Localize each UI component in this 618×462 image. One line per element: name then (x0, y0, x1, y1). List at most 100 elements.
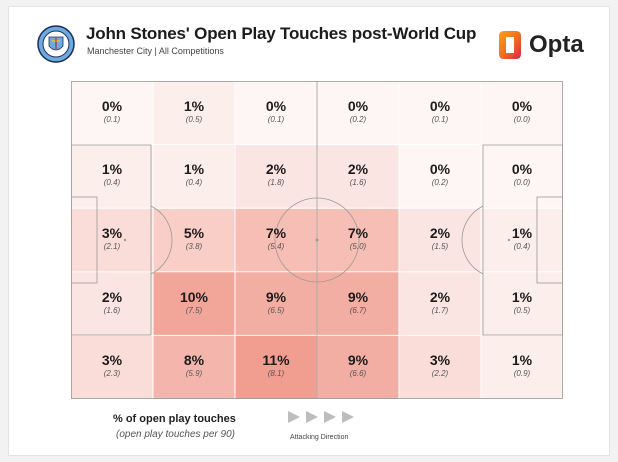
left-penalty-spot (123, 238, 127, 242)
cell-label: 10% (7.5) (164, 289, 224, 316)
center-spot (315, 238, 319, 242)
heatmap-cell (71, 271, 153, 336)
cell-percentage: 2% (347, 161, 369, 178)
cell-per90: (0.9) (513, 369, 531, 379)
cell-per90: (2.1) (103, 242, 121, 251)
cell-percentage: 8% (183, 352, 205, 369)
cell-per90: (2.2) (431, 369, 449, 379)
brand-wordmark: Opta (529, 31, 584, 58)
heatmap-cell (153, 81, 235, 145)
cell-per90: (6.7) (349, 305, 367, 315)
cell-label: 0% (0.2) (410, 161, 470, 188)
heatmap-cell (153, 271, 235, 336)
cell-per90: (7.5) (185, 305, 203, 315)
cell-label: 3% (2.3) (82, 352, 142, 379)
cell-percentage: 11% (262, 352, 290, 369)
cell-per90: (0.1) (267, 114, 285, 124)
cell-percentage: 9% (347, 352, 369, 369)
cell-label: 1% (0.5) (164, 98, 224, 125)
cell-per90: (0.4) (513, 242, 531, 251)
heatmap-cell (235, 144, 317, 209)
cell-per90: (6.5) (267, 305, 285, 315)
cell-label: 1% (0.4) (82, 161, 142, 188)
cell-per90: (0.0) (513, 178, 531, 188)
cell-label: 8% (5.9) (164, 352, 224, 379)
attacking-direction-arrows-icon (288, 411, 354, 423)
cell-percentage: 1% (183, 97, 205, 114)
right-penalty-box (482, 144, 563, 336)
cell-percentage: 0% (429, 97, 451, 114)
left-penalty-arc (150, 205, 173, 275)
heatmap-cell (153, 208, 235, 272)
cell-percentage: 3% (101, 225, 123, 241)
cell-label: 2% (1.5) (410, 225, 470, 252)
cell-percentage: 0% (511, 161, 533, 178)
right-penalty-arc (461, 205, 484, 275)
cell-label: 9% (6.6) (328, 352, 388, 379)
cell-per90: (5.0) (349, 242, 367, 251)
cell-per90: (8.1) (267, 369, 285, 379)
cell-per90: (1.6) (349, 178, 367, 188)
heatmap-cell (71, 81, 153, 145)
cell-label: 2% (1.6) (328, 161, 388, 188)
heatmap-cell (317, 271, 399, 336)
cell-per90: (2.3) (103, 369, 121, 379)
cell-per90: (0.4) (185, 178, 203, 188)
heatmap-cell (481, 271, 563, 336)
right-six-yard-box (536, 196, 563, 284)
chart-card: John Stones' Open Play Touches post-Worl… (8, 6, 610, 456)
cell-percentage: 2% (265, 161, 287, 178)
cell-per90: (6.6) (349, 369, 367, 379)
cell-label: 7% (5.4) (246, 225, 306, 252)
left-six-yard-box (71, 196, 98, 284)
heatmap-cell (399, 81, 481, 145)
heatmap-cell (399, 271, 481, 336)
center-circle (274, 197, 360, 283)
cell-per90: (0.0) (513, 114, 531, 124)
cell-label: 9% (6.5) (246, 289, 306, 316)
cell-label: 3% (2.2) (410, 352, 470, 379)
cell-percentage: 7% (347, 225, 369, 241)
cell-percentage: 0% (511, 97, 533, 114)
cell-percentage: 1% (183, 161, 205, 178)
heatmap-cell (71, 335, 153, 399)
cell-per90: (0.1) (103, 114, 121, 124)
cell-percentage: 0% (265, 97, 287, 114)
heatmap-cell (399, 335, 481, 399)
cell-label: 1% (0.9) (492, 352, 552, 379)
cell-per90: (5.4) (267, 242, 285, 251)
cell-per90: (0.5) (185, 114, 203, 124)
cell-label: 2% (1.8) (246, 161, 306, 188)
manchester-city-crest-icon (37, 25, 75, 63)
cell-per90: (0.4) (103, 178, 121, 188)
heatmap-cell (71, 144, 153, 209)
cell-percentage: 5% (183, 225, 205, 241)
heatmap-cell (317, 335, 399, 399)
cell-label: 5% (3.8) (164, 225, 224, 252)
heatmap-pitch: 0% (0.1) 1% (0.5) 0% (0.1) 0% (0.2) 0% (0.1) 0% (0.… (71, 81, 563, 399)
heatmap-cell (235, 208, 317, 272)
heatmap-cell (399, 208, 481, 272)
cell-per90: (1.7) (431, 305, 449, 315)
left-penalty-box (71, 144, 152, 336)
heatmap-cell (317, 81, 399, 145)
cell-per90: (3.8) (185, 242, 203, 251)
cell-per90: (1.6) (103, 305, 121, 315)
cell-label: 1% (0.4) (492, 225, 552, 252)
pitch-svg (71, 81, 563, 399)
legend-title: % of open play touches (113, 413, 236, 425)
cell-label: 1% (0.4) (164, 161, 224, 188)
cell-percentage: 0% (101, 97, 123, 114)
heatmap-cell (317, 208, 399, 272)
cell-label: 0% (0.0) (492, 161, 552, 188)
cell-percentage: 3% (101, 352, 123, 369)
cell-per90: (0.1) (431, 114, 449, 124)
cell-label: 2% (1.7) (410, 289, 470, 316)
heatmap-cell (481, 208, 563, 272)
cell-percentage: 9% (265, 288, 287, 305)
heatmap-cell (317, 144, 399, 209)
cell-per90: (1.5) (431, 242, 449, 251)
legend-subtitle: (open play touches per 90) (116, 429, 235, 440)
cell-label: 7% (5.0) (328, 225, 388, 252)
cell-per90: (0.2) (349, 114, 367, 124)
